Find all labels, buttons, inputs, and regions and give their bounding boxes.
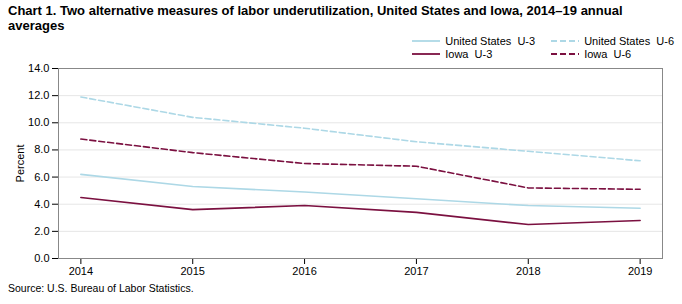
svg-text:12.0: 12.0 xyxy=(28,89,49,101)
svg-text:2015: 2015 xyxy=(180,265,204,277)
svg-text:6.0: 6.0 xyxy=(34,171,49,183)
html-text:United States U-6: United States U-6 xyxy=(584,35,674,47)
svg-text:14.0: 14.0 xyxy=(28,62,49,74)
svg-text:2014: 2014 xyxy=(69,265,93,277)
svg-text:4.0: 4.0 xyxy=(34,198,49,210)
svg-text:Percent: Percent xyxy=(14,145,26,183)
svg-text:10.0: 10.0 xyxy=(28,116,49,128)
svg-text:2016: 2016 xyxy=(292,265,316,277)
svg-text:2018: 2018 xyxy=(516,265,540,277)
html-text:Iowa U-3: Iowa U-3 xyxy=(445,48,493,60)
html-text:Source: U.S. Bureau of Labor S: Source: U.S. Bureau of Labor Statistics. xyxy=(8,282,194,294)
svg-text:2.0: 2.0 xyxy=(34,225,49,237)
svg-text:2019: 2019 xyxy=(628,265,652,277)
svg-text:2017: 2017 xyxy=(404,265,428,277)
html-text:Iowa U-6: Iowa U-6 xyxy=(584,48,632,60)
html-text:United States U-3: United States U-3 xyxy=(445,35,536,47)
html-text:Chart 1. Two alternative measu: Chart 1. Two alternative measures of lab… xyxy=(8,3,623,33)
svg-text:8.0: 8.0 xyxy=(34,143,49,155)
svg-text:0.0: 0.0 xyxy=(34,252,49,264)
